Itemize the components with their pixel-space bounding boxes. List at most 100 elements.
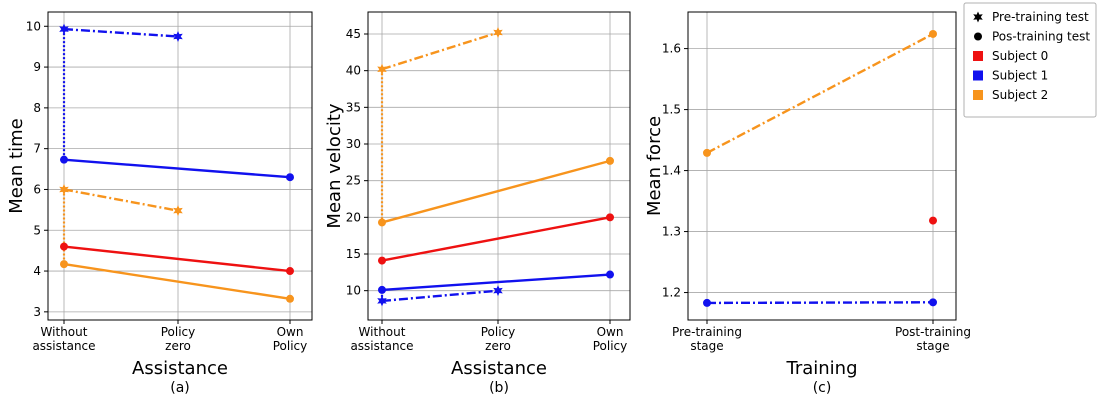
y-tick-label: 1.3 xyxy=(662,225,681,239)
data-point xyxy=(929,29,937,38)
y-tick-label: 10 xyxy=(346,284,361,298)
series-line xyxy=(63,27,179,38)
x-tick-label: Own Policy xyxy=(593,325,628,353)
y-axis-label: Mean time xyxy=(6,118,27,213)
y-tick-label: 5 xyxy=(33,223,41,237)
x-tick-label: Without assistance xyxy=(350,325,413,353)
x-tick-label: Policy zero xyxy=(481,325,516,353)
x-tick-label: Without assistance xyxy=(32,325,95,353)
data-point xyxy=(493,27,503,39)
series-line xyxy=(381,273,611,292)
data-point xyxy=(703,148,711,157)
data-point xyxy=(377,63,387,75)
legend-marker xyxy=(974,32,982,41)
x-tick-label-line: Policy xyxy=(273,339,308,353)
y-tick-label: 8 xyxy=(33,101,41,115)
series-line xyxy=(63,158,291,179)
x-tick-label: Pre-training stage xyxy=(672,325,742,353)
y-tick-label: 1.4 xyxy=(662,164,681,178)
data-point xyxy=(60,260,68,269)
x-tick-label-line: assistance xyxy=(350,339,413,353)
y-tick-label: 40 xyxy=(346,64,361,78)
data-point xyxy=(286,173,294,182)
y-tick-label: 6 xyxy=(33,182,41,196)
legend-marker xyxy=(973,90,983,100)
data-point xyxy=(173,205,183,217)
series-line xyxy=(381,159,611,224)
x-tick-label: Policy zero xyxy=(161,325,196,353)
legend-marker xyxy=(973,70,983,81)
series-line xyxy=(381,216,611,262)
y-tick-label: 10 xyxy=(26,19,41,33)
x-tick-label-line: Without xyxy=(359,325,406,339)
legend-marker xyxy=(973,51,983,61)
plot-frame xyxy=(687,11,957,321)
x-tick-label-line: Policy xyxy=(161,325,196,339)
y-tick-label: 1.5 xyxy=(662,103,681,117)
data-point xyxy=(606,270,614,279)
y-tick-label: 3 xyxy=(33,305,41,319)
x-tick-label: Post-training stage xyxy=(895,325,971,353)
x-tick-label-line: stage xyxy=(916,339,949,353)
x-tick-label: Own Policy xyxy=(273,325,308,353)
y-tick-label: 30 xyxy=(346,137,361,151)
legend-box xyxy=(963,2,1097,118)
plot-frame xyxy=(367,11,631,321)
data-point xyxy=(60,242,68,251)
data-point xyxy=(378,285,386,294)
data-point xyxy=(493,285,503,297)
data-point xyxy=(59,183,69,195)
x-tick-label-line: zero xyxy=(165,339,191,353)
legend-label: Subject 0 xyxy=(992,49,1048,63)
panel-label: (c) xyxy=(813,380,832,396)
x-tick-label-line: Own xyxy=(277,325,304,339)
y-axis-label: Mean force xyxy=(644,116,665,216)
y-axis-label: Mean velocity xyxy=(324,103,345,228)
series-line xyxy=(63,262,291,300)
series-line xyxy=(63,245,291,273)
data-point xyxy=(606,213,614,222)
data-point xyxy=(286,294,294,303)
y-tick-label: 35 xyxy=(346,100,361,114)
x-tick-label-line: Pre-training xyxy=(672,325,742,339)
data-point xyxy=(929,298,937,307)
data-point xyxy=(606,156,614,165)
y-tick-label: 25 xyxy=(346,174,361,188)
legend-label: Subject 2 xyxy=(992,88,1048,102)
y-tick-label: 20 xyxy=(346,210,361,224)
y-tick-label: 4 xyxy=(33,264,41,278)
data-point xyxy=(378,218,386,227)
series-line xyxy=(63,188,179,212)
data-point xyxy=(377,295,387,307)
y-tick-label: 15 xyxy=(346,247,361,261)
series-line xyxy=(381,31,499,71)
x-axis-label: Assistance xyxy=(451,358,547,379)
x-tick-label-line: assistance xyxy=(32,339,95,353)
data-point xyxy=(703,298,711,307)
data-point xyxy=(173,30,183,42)
x-axis-label: Training xyxy=(785,358,857,379)
data-point xyxy=(60,155,68,164)
data-point xyxy=(378,256,386,265)
x-tick-label-line: zero xyxy=(485,339,511,353)
y-tick-label: 7 xyxy=(33,142,41,156)
series-line xyxy=(706,301,934,305)
data-point xyxy=(286,267,294,276)
x-axis-label: Assistance xyxy=(132,358,228,379)
x-tick-label-line: stage xyxy=(690,339,723,353)
x-tick-label-line: Without xyxy=(41,325,88,339)
y-tick-label: 1.2 xyxy=(662,286,681,300)
panel-label: (b) xyxy=(489,380,509,396)
series-line xyxy=(381,289,499,303)
x-tick-label-line: Own xyxy=(597,325,624,339)
legend-label: Pre-training test xyxy=(992,10,1089,24)
legend: Pre-training test Pos-training test Subjec… xyxy=(963,2,1097,118)
x-tick-label-line: Policy xyxy=(481,325,516,339)
legend-label: Pos-training test xyxy=(992,30,1090,44)
y-tick-label: 1.6 xyxy=(662,42,681,56)
x-tick-label-line: Post-training xyxy=(895,325,971,339)
